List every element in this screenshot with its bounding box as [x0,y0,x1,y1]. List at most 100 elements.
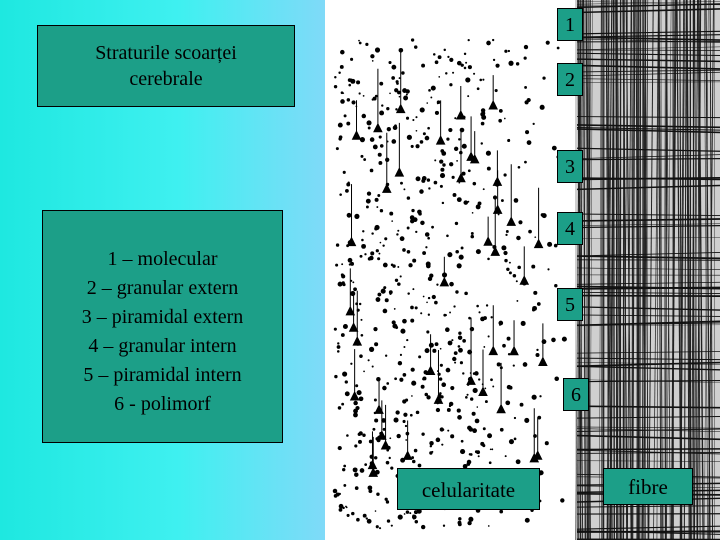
cell-dot [400,328,406,334]
cell-dot [405,510,410,514]
pyramidal-cell [349,349,360,401]
cell-dot [427,313,431,316]
cell-dot [454,361,457,364]
cell-dot [346,212,352,218]
cell-dot [406,249,411,254]
fibre [576,64,720,70]
cell-dot [438,76,441,78]
cell-dot [459,127,465,133]
cell-dot [488,461,492,465]
pyramidal-cell [373,68,383,133]
cell-dot [455,290,459,294]
cell-dot [457,415,462,420]
cell-dot [432,53,436,56]
cell-dot [337,342,340,345]
cell-dot [460,246,464,250]
cell-dot [513,198,519,203]
fibre [683,0,687,540]
cell-dot [410,318,415,323]
cell-dot [485,150,491,156]
cell-dot [369,168,374,173]
cell-dot [375,249,379,253]
cell-dot [478,378,481,381]
cell-dot [381,418,386,423]
cell-dot [506,336,511,341]
cell-dot [452,356,457,362]
fibre [576,416,720,419]
cell-dot [434,60,439,65]
cell-dot [338,492,341,496]
cell-dot [395,410,400,415]
cell-dot [519,402,524,407]
cell-dot [454,221,459,226]
cell-dot [424,232,430,237]
legend-line: 2 – granular extern [86,277,239,299]
cell-dot [373,398,377,402]
pyramidal-cell [490,196,501,256]
cell-dot [429,441,434,446]
cell-dot [360,333,364,337]
pyramidal-cell [455,86,466,120]
fibre [685,0,690,540]
cell-dot [378,252,381,255]
cell-dot [446,137,450,141]
cell-dot [461,171,466,176]
cell-dot [508,439,515,445]
fibre [576,434,720,441]
cell-dot [472,387,478,394]
cell-dot [440,395,444,399]
cell-dot [474,371,479,376]
cell-dot [449,162,454,167]
cell-dot [412,118,415,122]
pyramidal-cell [532,417,543,460]
cell-dot [467,200,470,203]
cell-dot [498,108,503,113]
cell-dot [409,215,415,220]
cell-dot [410,38,415,42]
cell-dot [356,390,362,396]
cell-dot [384,298,389,303]
cell-dot [411,456,415,459]
fibre [658,0,664,540]
cell-dot [412,258,417,263]
cell-dot [469,453,473,456]
fibre [576,451,720,454]
cell-dot [360,138,364,141]
cell-dot [385,500,390,504]
cell-dot [359,468,365,473]
cell-dot [499,509,504,514]
fibre [576,81,720,83]
cell-dot [335,147,339,151]
cell-dot [379,241,382,244]
cell-dot [390,466,394,470]
pyramidal-cell [509,320,519,356]
legend-line: 6 - polimorf [114,393,211,415]
fibre [694,0,698,540]
cell-dot [367,359,370,362]
cell-dot [534,236,537,238]
cell-dot [386,519,391,523]
cell-dot [398,77,401,80]
cell-dot [508,271,512,275]
cell-dot [535,353,540,358]
cell-dot [441,443,444,446]
cell-dot [397,90,401,95]
cell-dot [354,486,359,490]
pyramidal-cell [488,305,499,356]
cell-dot [351,100,356,105]
cell-dot [363,370,365,373]
cell-dot [433,180,438,185]
cell-dot [400,181,403,185]
cell-dot [455,249,459,254]
fibre [576,184,720,191]
cell-dot [471,212,474,214]
cell-dot [480,142,483,145]
cell-dot [428,342,434,348]
cell-dot [487,257,490,261]
cell-dot [456,408,461,413]
cell-dot [468,316,471,320]
cell-dot [456,263,462,269]
cell-dot [361,113,367,119]
fibre [576,426,720,429]
cell-dot [431,225,434,229]
